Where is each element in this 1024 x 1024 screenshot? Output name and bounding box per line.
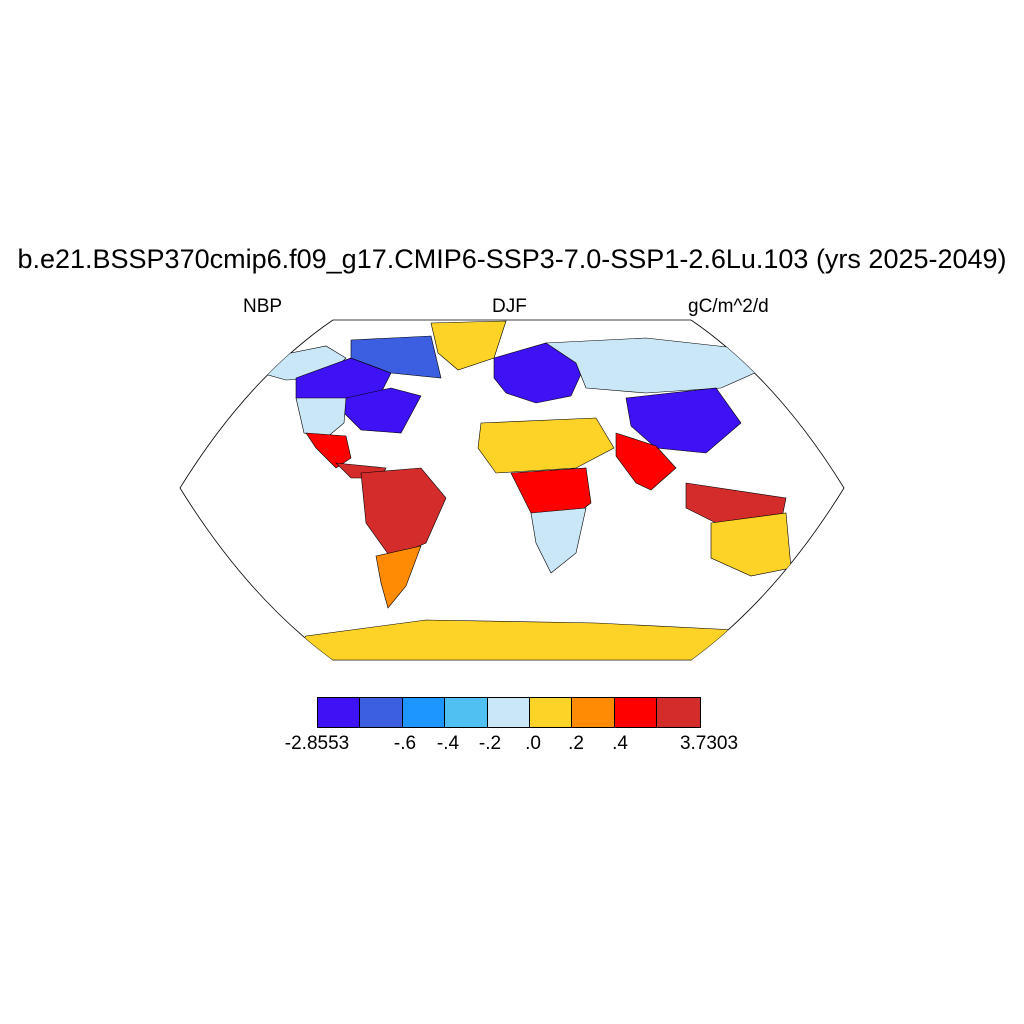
- world-map: [179, 319, 845, 661]
- colorbar-swatch-4: [487, 698, 530, 727]
- figure-title: b.e21.BSSP370cmip6.f09_g17.CMIP6-SSP3-7.…: [17, 244, 1007, 274]
- colorbar-tick-label: -.2: [478, 733, 502, 754]
- region-usa-west: [295, 397, 347, 439]
- region-india-se-asia: [615, 432, 677, 491]
- colorbar-tick-label: -2.8553: [284, 733, 350, 754]
- colorbar-swatch-2: [402, 698, 446, 727]
- region-south-africa: [530, 507, 587, 574]
- region-australia: [710, 512, 792, 577]
- region-greenland: [430, 320, 507, 371]
- colorbar-swatch-1: [360, 698, 403, 727]
- colorbar-swatch-0: [318, 698, 361, 727]
- region-canada-east: [350, 335, 442, 379]
- region-amazon: [360, 467, 447, 559]
- region-mexico: [305, 432, 352, 469]
- region-siberia: [545, 337, 767, 394]
- season-label: DJF: [492, 296, 527, 317]
- region-south-america-south: [375, 545, 422, 609]
- colorbar: [317, 697, 701, 728]
- colorbar-tick-label: .2: [568, 733, 584, 754]
- colorbar-tick-label: 3.7303: [679, 733, 739, 754]
- colorbar-swatch-8: [657, 698, 700, 727]
- variable-label: NBP: [243, 296, 283, 317]
- units-label: gC/m^2/d: [688, 296, 769, 317]
- region-sahara: [477, 417, 615, 474]
- colorbar-tick-label: -.6: [393, 733, 417, 754]
- colorbar-tick-label: .4: [612, 733, 628, 754]
- region-china: [625, 387, 742, 454]
- colorbar-swatch-3: [445, 698, 488, 727]
- colorbar-swatch-6: [572, 698, 615, 727]
- colorbar-swatch-7: [614, 698, 658, 727]
- colorbar-tick-label: -.4: [436, 733, 460, 754]
- colorbar-tick-label: .0: [525, 733, 541, 754]
- colorbar-swatch-5: [529, 698, 573, 727]
